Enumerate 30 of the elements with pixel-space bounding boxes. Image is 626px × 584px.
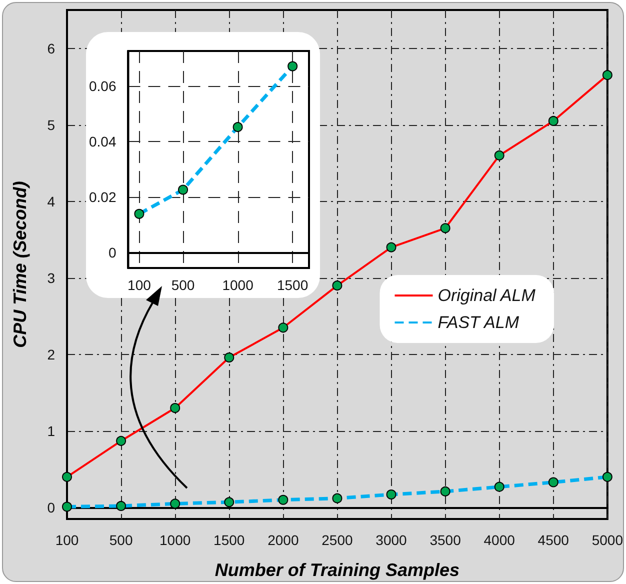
x-tick-label: 500 — [171, 277, 195, 293]
x-tick-label: 5000 — [592, 532, 624, 548]
y-tick-label: 6 — [47, 40, 56, 56]
x-tick-label: 3500 — [430, 532, 462, 548]
x-axis-title: Number of Training Samples — [214, 560, 460, 580]
x-tick-label: 2000 — [268, 532, 299, 548]
x-tick-label: 1000 — [222, 277, 254, 293]
x-tick-label: 4000 — [484, 532, 516, 548]
x-tick-label: 4500 — [538, 532, 570, 548]
y-tick-label: 0.02 — [89, 189, 116, 206]
x-tick-label: 1500 — [214, 532, 245, 548]
y-axis-title: CPU Time (Second) — [10, 181, 30, 348]
y-tick-label: 2 — [47, 346, 56, 362]
y-tick-label: 0 — [108, 244, 116, 261]
x-tick-label: 1000 — [160, 532, 191, 548]
x-tick-label: 500 — [109, 532, 133, 548]
y-tick-label: 3 — [47, 270, 56, 286]
legend-label: Original ALM — [438, 286, 536, 305]
y-tick-label: 1 — [47, 422, 56, 439]
x-tick-label: 1500 — [276, 277, 308, 293]
x-tick-label: 3000 — [376, 532, 408, 548]
y-tick-label: 0 — [47, 500, 56, 516]
x-tick-label: 100 — [55, 532, 79, 548]
y-tick-label: 5 — [47, 116, 56, 133]
y-tick-label: 0.06 — [89, 78, 116, 94]
x-tick-label: 2500 — [322, 532, 353, 548]
legend-label: FAST ALM — [438, 313, 520, 332]
x-tick-label: 100 — [128, 277, 152, 293]
y-tick-label: 0.04 — [89, 134, 116, 150]
y-tick-label: 4 — [47, 193, 56, 210]
